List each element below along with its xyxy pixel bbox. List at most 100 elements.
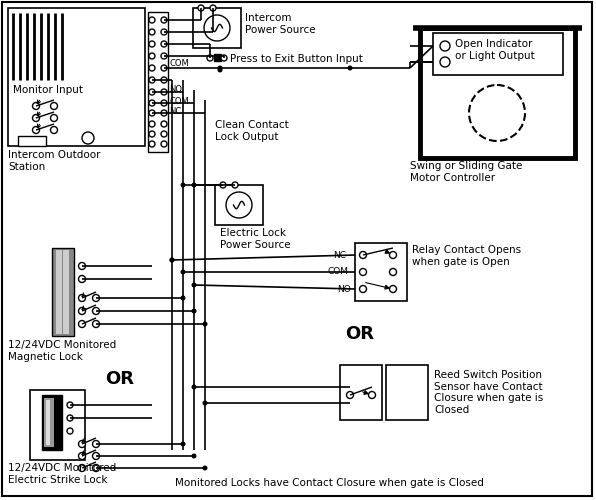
Circle shape — [79, 440, 85, 448]
Circle shape — [79, 308, 85, 314]
Bar — [63, 250, 69, 334]
Circle shape — [218, 66, 222, 70]
Text: NC: NC — [333, 250, 346, 260]
Text: Reed Switch Position
Sensor have Contact
Closure when gate is
Closed: Reed Switch Position Sensor have Contact… — [434, 370, 543, 415]
Bar — [8, 8, 145, 146]
Circle shape — [220, 182, 226, 188]
Circle shape — [359, 252, 367, 258]
Circle shape — [149, 121, 155, 127]
Circle shape — [149, 65, 155, 71]
Circle shape — [181, 442, 185, 446]
Circle shape — [191, 384, 197, 390]
Circle shape — [161, 131, 167, 137]
Text: Relay Contact Opens
when gate is Open: Relay Contact Opens when gate is Open — [412, 245, 521, 266]
Circle shape — [149, 110, 155, 116]
Circle shape — [51, 126, 57, 134]
Circle shape — [79, 294, 85, 302]
Text: Monitor Input: Monitor Input — [13, 85, 83, 95]
Circle shape — [67, 402, 73, 408]
Circle shape — [198, 5, 204, 11]
Circle shape — [368, 392, 375, 398]
Circle shape — [67, 415, 73, 421]
Text: 12/24VDC Monitored
Magnetic Lock: 12/24VDC Monitored Magnetic Lock — [8, 340, 116, 361]
Circle shape — [390, 268, 396, 276]
Circle shape — [218, 68, 222, 72]
Circle shape — [149, 17, 155, 23]
Circle shape — [191, 308, 197, 314]
Circle shape — [149, 29, 155, 35]
Text: Open Indicator
or Light Output: Open Indicator or Light Output — [455, 39, 535, 60]
Circle shape — [359, 268, 367, 276]
Bar — [215, 185, 263, 225]
Bar — [420, 28, 575, 158]
Circle shape — [161, 121, 167, 127]
Circle shape — [204, 15, 230, 41]
Text: NC: NC — [169, 108, 181, 116]
Text: OR: OR — [105, 370, 134, 388]
Text: Press to Exit Button Input: Press to Exit Button Input — [230, 54, 363, 64]
Circle shape — [82, 132, 94, 144]
Circle shape — [79, 452, 85, 460]
Circle shape — [469, 85, 525, 141]
Text: Electric Lock
Power Source: Electric Lock Power Source — [220, 228, 291, 250]
Circle shape — [210, 5, 216, 11]
Circle shape — [33, 126, 39, 134]
Circle shape — [149, 89, 155, 95]
Circle shape — [92, 308, 100, 314]
Circle shape — [161, 65, 167, 71]
Circle shape — [347, 66, 352, 70]
Text: COM: COM — [169, 96, 189, 106]
Circle shape — [191, 454, 197, 458]
Circle shape — [33, 114, 39, 121]
Circle shape — [440, 57, 450, 67]
Bar — [42, 395, 62, 450]
Text: Intercom
Power Source: Intercom Power Source — [245, 13, 316, 34]
Circle shape — [181, 182, 185, 188]
Circle shape — [51, 102, 57, 110]
Circle shape — [359, 286, 367, 292]
Circle shape — [161, 141, 167, 147]
Circle shape — [346, 392, 353, 398]
Circle shape — [149, 53, 155, 59]
Circle shape — [203, 466, 207, 470]
Circle shape — [149, 141, 155, 147]
Circle shape — [203, 322, 207, 326]
Bar — [52, 248, 74, 336]
Circle shape — [203, 400, 207, 406]
Circle shape — [161, 100, 167, 106]
Circle shape — [79, 276, 85, 282]
Circle shape — [161, 53, 167, 59]
Circle shape — [79, 262, 85, 270]
Circle shape — [92, 464, 100, 471]
Circle shape — [221, 55, 227, 61]
Text: 12/24VDC Monitored
Electric Strike Lock: 12/24VDC Monitored Electric Strike Lock — [8, 463, 116, 484]
Text: Swing or Sliding Gate
Motor Controller: Swing or Sliding Gate Motor Controller — [410, 161, 522, 182]
Text: Monitored Locks have Contact Closure when gate is Closed: Monitored Locks have Contact Closure whe… — [175, 478, 484, 488]
Circle shape — [51, 114, 57, 121]
Text: COM: COM — [169, 60, 189, 68]
Circle shape — [191, 182, 197, 188]
Bar — [18, 136, 46, 146]
Text: OR: OR — [345, 325, 374, 343]
Circle shape — [161, 110, 167, 116]
Circle shape — [161, 89, 167, 95]
Circle shape — [67, 428, 73, 434]
Circle shape — [169, 258, 175, 262]
Bar — [340, 365, 382, 420]
Circle shape — [440, 41, 450, 51]
Circle shape — [161, 41, 167, 47]
Bar — [355, 243, 407, 301]
Circle shape — [181, 270, 185, 274]
Circle shape — [149, 131, 155, 137]
Circle shape — [149, 100, 155, 106]
Circle shape — [92, 294, 100, 302]
Circle shape — [79, 320, 85, 328]
Bar — [46, 400, 50, 445]
Circle shape — [161, 77, 167, 83]
Bar — [56, 250, 62, 334]
Circle shape — [92, 320, 100, 328]
Circle shape — [191, 282, 197, 288]
Circle shape — [390, 252, 396, 258]
Bar — [386, 365, 428, 420]
Text: Clean Contact
Lock Output: Clean Contact Lock Output — [215, 120, 288, 142]
